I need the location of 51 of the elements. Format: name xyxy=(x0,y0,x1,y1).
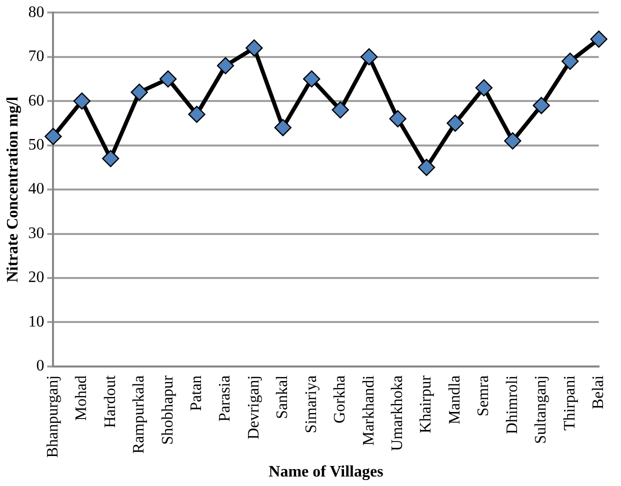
y-tick-label: 30 xyxy=(28,224,44,242)
y-tick-label: 10 xyxy=(28,313,44,330)
x-tick-label: Hardout xyxy=(102,374,119,428)
x-tick-label: Belai xyxy=(590,374,608,410)
x-tick-label: Rampurkala xyxy=(130,375,148,454)
x-tick-label: Thirpani xyxy=(561,374,578,431)
x-tick-label: Mandla xyxy=(446,375,464,424)
point xyxy=(389,110,406,128)
point xyxy=(590,30,608,48)
point xyxy=(73,92,91,110)
point xyxy=(360,48,378,66)
x-axis-title: Name of Villages xyxy=(268,464,384,481)
x-tick-label: Shobhapur xyxy=(159,374,176,445)
x-tick-label: Sultanganj xyxy=(532,375,550,444)
point xyxy=(332,101,349,119)
y-tick-label: 20 xyxy=(28,269,44,286)
y-axis-title: Nitrate Concentration mg/l xyxy=(4,96,22,282)
x-tick-label: Dhimroli xyxy=(504,374,521,434)
point xyxy=(504,132,522,150)
y-tick-label: 40 xyxy=(28,180,44,198)
point xyxy=(446,114,464,132)
x-tick-label: Parasia xyxy=(216,375,234,422)
y-tick-label: 0 xyxy=(36,358,44,375)
y-tick-label: 80 xyxy=(28,4,44,21)
x-tick-label: Umarkhoka xyxy=(388,375,406,451)
point xyxy=(188,106,206,123)
point xyxy=(246,39,263,57)
point xyxy=(561,52,579,70)
point xyxy=(130,84,148,101)
x-tick-label: Patan xyxy=(188,375,205,411)
point xyxy=(102,150,120,168)
x-tick-label: Khairpur xyxy=(418,374,435,434)
x-tick-label: Markhandi xyxy=(360,374,378,446)
point xyxy=(159,70,177,88)
x-tick-label: Sankal xyxy=(274,374,292,419)
y-tick-label: 70 xyxy=(28,48,44,66)
x-tick-label: Mohad xyxy=(73,375,90,421)
point xyxy=(274,119,292,136)
x-tick-label: Semra xyxy=(475,375,492,416)
x-tick-label: Bhanpurganj xyxy=(44,375,62,458)
point xyxy=(532,96,550,114)
x-tick-label: Simariya xyxy=(302,375,320,434)
y-tick-label: 50 xyxy=(28,136,44,154)
point xyxy=(216,57,234,74)
point xyxy=(44,128,62,146)
point xyxy=(475,79,493,96)
point xyxy=(303,70,320,88)
x-tick-label: Devriganj xyxy=(245,375,262,440)
y-tick-label: 60 xyxy=(28,92,44,110)
x-tick-label: Gorkha xyxy=(332,375,349,424)
point xyxy=(418,158,436,176)
